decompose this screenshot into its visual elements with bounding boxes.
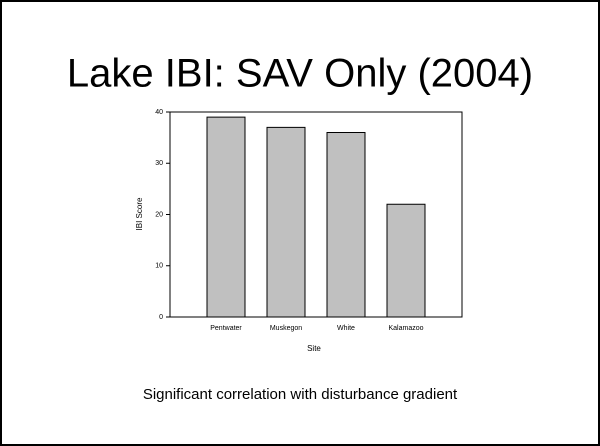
y-tick-label: 10 bbox=[155, 263, 163, 270]
y-tick-label: 30 bbox=[155, 160, 163, 167]
bar bbox=[386, 203, 426, 318]
y-axis-label: IBI Score bbox=[135, 197, 144, 230]
y-tick-label: 20 bbox=[155, 211, 163, 218]
x-tick-label: Kalamazoo bbox=[388, 325, 423, 332]
y-tick-label: 40 bbox=[155, 109, 163, 116]
bar bbox=[326, 132, 366, 318]
chart-title: Lake IBI: SAV Only (2004) bbox=[67, 52, 533, 96]
x-axis-label: Site bbox=[307, 344, 321, 353]
bar bbox=[266, 126, 306, 318]
bar bbox=[206, 116, 246, 318]
x-tick-label: Muskegon bbox=[270, 325, 302, 332]
caption: Significant correlation with disturbance… bbox=[143, 386, 458, 403]
x-tick-label: Pentwater bbox=[210, 325, 242, 332]
x-tick-label: White bbox=[337, 325, 355, 332]
y-tick-label: 0 bbox=[159, 314, 163, 321]
